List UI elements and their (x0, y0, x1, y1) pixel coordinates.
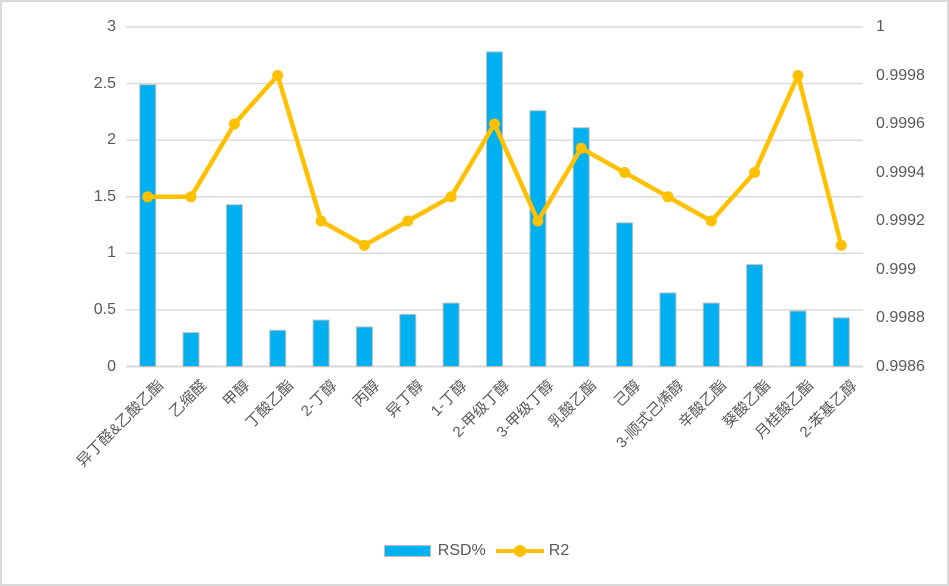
r2-point (358, 239, 370, 251)
rsd-bar (269, 329, 287, 367)
right-axis-tick: 0.9986 (876, 357, 925, 375)
r2-line-marker-icon (513, 545, 526, 557)
r2-point (185, 191, 197, 203)
rsd-bar (702, 302, 720, 368)
r2-point (489, 118, 500, 130)
r2-point (272, 70, 284, 81)
rsd-bar (529, 110, 547, 367)
r2-point (835, 239, 847, 251)
rsd-bar (789, 310, 807, 367)
legend-rsd-label: RSD% (437, 542, 486, 559)
legend-item-r2: R2 (486, 542, 569, 560)
right-axis-tick: 1 (876, 18, 885, 35)
rsd-bar (182, 332, 200, 368)
rsd-bar (832, 317, 850, 367)
left-axis-tick: 3 (107, 18, 116, 35)
rsd-bar-swatch-icon (383, 545, 431, 557)
r2-point (749, 167, 761, 178)
rsd-bar (139, 84, 157, 367)
rsd-bar (355, 326, 373, 367)
left-axis-tick: 0.5 (93, 300, 116, 318)
rsd-bar (486, 51, 503, 368)
rsd-bar (572, 127, 590, 367)
rsd-bar (225, 204, 243, 367)
r2-point (532, 215, 544, 227)
legend-r2-label: R2 (548, 542, 570, 559)
left-axis-tick: 0 (107, 357, 116, 375)
left-axis-tick: 1 (107, 244, 116, 262)
r2-point (619, 167, 631, 178)
r2-point (445, 191, 457, 203)
r2-point (402, 215, 414, 227)
rsd-bar (312, 319, 330, 368)
r2-point (228, 118, 240, 130)
r2-point (792, 70, 804, 81)
rsd-bar (746, 264, 764, 367)
r2-point (705, 215, 717, 227)
legend: RSD% R2 (2, 542, 947, 560)
legend-item-rsd: RSD% (383, 542, 486, 560)
right-axis-tick: 0.9988 (876, 309, 925, 326)
rsd-bar (442, 302, 460, 368)
r2-line-swatch-icon (495, 545, 544, 557)
r2-point (662, 191, 674, 203)
rsd-bar (659, 292, 677, 367)
rsd-bar (616, 222, 634, 367)
left-axis-tick: 2.5 (93, 74, 116, 92)
right-axis-tick: 0.9998 (876, 66, 925, 84)
right-axis-tick: 0.9994 (876, 163, 925, 181)
r2-point (142, 191, 154, 203)
left-axis-tick: 1.5 (93, 187, 116, 205)
rsd-bar (399, 313, 417, 367)
right-axis-tick: 0.9992 (876, 212, 925, 229)
r2-point (575, 142, 587, 154)
left-axis-tick: 2 (107, 131, 116, 149)
right-axis-tick: 0.9996 (876, 115, 925, 132)
right-axis-tick: 0.999 (876, 260, 917, 278)
r2-point (315, 215, 327, 227)
